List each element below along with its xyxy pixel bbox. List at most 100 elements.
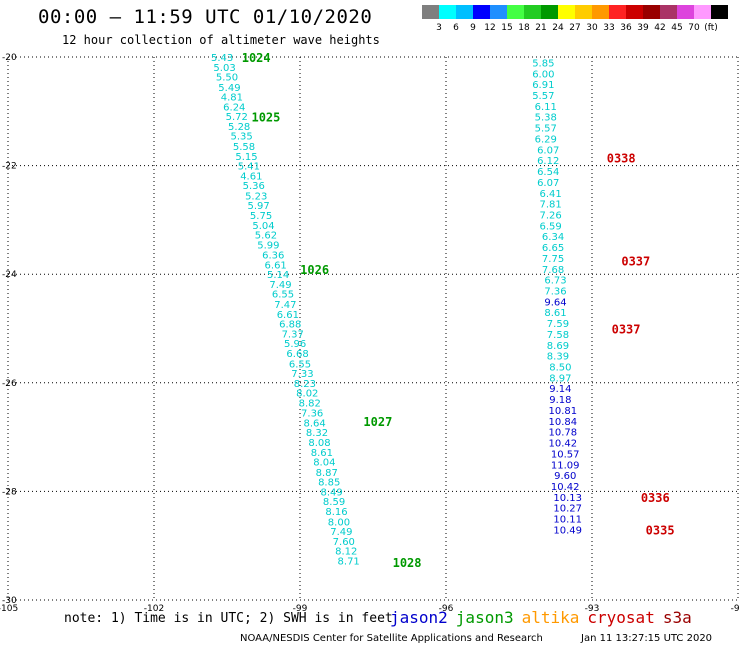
legend-s3a: s3a xyxy=(662,608,692,627)
scale-label: 21 xyxy=(535,23,547,33)
scale-swatch xyxy=(507,5,524,19)
legend-cryosat: cryosat xyxy=(587,608,655,627)
x-tick-label: -99 xyxy=(293,604,308,614)
wave-height-value: 7.59 xyxy=(547,319,569,330)
wave-height-value: 7.75 xyxy=(542,254,564,265)
scale-swatch xyxy=(524,5,541,19)
wave-height-value: 7.33 xyxy=(291,369,313,380)
x-tick-label: -105 xyxy=(0,604,18,614)
wave-height-value: 5.72 xyxy=(226,112,248,123)
scale-label: 18 xyxy=(518,23,530,33)
scale-swatch xyxy=(473,5,490,19)
wave-height-value: 6.65 xyxy=(542,243,564,254)
wave-height-value: 10.57 xyxy=(551,449,580,460)
wave-height-value: 5.03 xyxy=(213,63,235,74)
wave-height-value: 8.85 xyxy=(318,478,340,489)
scale-label: 36 xyxy=(620,23,632,33)
pass-time-label: 0335 xyxy=(646,523,675,537)
wave-height-value: 6.00 xyxy=(532,69,554,80)
footer-generated: Jan 11 13:27:15 UTC 2020 xyxy=(581,633,713,644)
wave-height-value: 5.62 xyxy=(255,231,277,242)
pass-time-label: 1027 xyxy=(363,415,392,429)
wave-height-value: 10.78 xyxy=(548,428,577,439)
wave-height-value: 10.84 xyxy=(548,417,577,428)
wave-height-value: 7.47 xyxy=(274,300,296,311)
wave-height-value: 10.81 xyxy=(548,406,577,417)
wave-height-value: 5.38 xyxy=(535,113,557,124)
wave-height-value: 5.43 xyxy=(211,53,233,64)
scale-swatch xyxy=(643,5,660,19)
scale-swatch xyxy=(575,5,592,19)
wave-height-value: 8.50 xyxy=(549,363,571,374)
wave-height-value: 8.82 xyxy=(299,398,321,409)
wave-height-value: 10.49 xyxy=(553,525,582,536)
page-title: 00:00 – 11:59 UTC 01/10/2020 xyxy=(38,6,373,28)
wave-height-value: 6.36 xyxy=(262,251,284,262)
wave-height-value: 6.59 xyxy=(540,221,562,232)
wave-height-value: 8.69 xyxy=(547,341,569,352)
wave-height-value: 7.49 xyxy=(269,280,291,291)
wave-height-value: 6.11 xyxy=(535,102,557,113)
wave-height-value: 9.18 xyxy=(549,395,571,406)
scale-label: 3 xyxy=(436,23,442,33)
legend-altika: altika xyxy=(521,608,580,627)
x-tick-label: -93 xyxy=(585,604,600,614)
wave-height-value: 6.07 xyxy=(537,145,559,156)
satellite-legend: jason2 jason3 altika cryosat s3a xyxy=(390,608,700,627)
x-tick-label: -90 xyxy=(731,604,740,614)
wave-height-value: 6.55 xyxy=(272,290,294,301)
wave-height-value: 8.12 xyxy=(335,547,357,558)
x-tick-label: -96 xyxy=(439,604,454,614)
wave-height-value: 8.32 xyxy=(306,428,328,439)
page-subtitle: 12 hour collection of altimeter wave hei… xyxy=(62,33,380,47)
wave-height-value: 5.96 xyxy=(284,339,306,350)
pass-time-label: 1028 xyxy=(393,556,422,570)
pass-time-label: 1024 xyxy=(242,51,271,65)
pass-time-label: 0336 xyxy=(641,491,670,505)
scale-label: 6 xyxy=(453,23,459,33)
wave-height-value: 6.34 xyxy=(542,232,564,243)
scale-label: 15 xyxy=(501,23,513,33)
y-tick-label: -30 xyxy=(2,596,17,606)
wave-height-value: 11.09 xyxy=(551,460,580,471)
pass-time-label: 1026 xyxy=(300,263,329,277)
wave-height-value: 6.73 xyxy=(544,276,566,287)
scale-label: (ft) xyxy=(704,23,718,33)
wave-height-value: 5.35 xyxy=(230,132,252,143)
scale-swatch xyxy=(592,5,609,19)
wave-height-value: 4.81 xyxy=(221,93,243,104)
pass-time-label: 0337 xyxy=(612,323,641,337)
legend-jason2: jason2 xyxy=(390,608,448,627)
scale-label: 45 xyxy=(671,23,683,33)
wave-height-value: 7.37 xyxy=(282,329,304,340)
wave-height-value: 8.39 xyxy=(547,352,569,363)
wave-height-value: 6.54 xyxy=(537,167,559,178)
wave-height-value: 5.97 xyxy=(248,201,270,212)
wave-height-value: 8.97 xyxy=(549,373,571,384)
scale-label: 42 xyxy=(654,23,666,33)
wave-height-value: 5.85 xyxy=(532,58,554,69)
scale-swatch xyxy=(422,5,439,19)
wave-height-value: 7.26 xyxy=(540,210,562,221)
wave-height-value: 8.16 xyxy=(325,507,347,518)
wave-height-value: 10.42 xyxy=(551,482,580,493)
wave-height-value: 6.07 xyxy=(537,178,559,189)
x-tick-label: -102 xyxy=(144,604,164,614)
wave-height-value: 5.36 xyxy=(243,181,265,192)
wave-height-value: 10.11 xyxy=(553,515,582,526)
pass-time-label: 0337 xyxy=(621,255,650,269)
wave-height-value: 8.00 xyxy=(328,517,350,528)
scale-swatch xyxy=(677,5,694,19)
legend-jason3: jason3 xyxy=(455,608,514,627)
wave-height-value: 8.61 xyxy=(544,308,566,319)
wave-height-value: 5.04 xyxy=(252,221,274,232)
scale-label: 33 xyxy=(603,23,615,33)
wave-height-value: 7.49 xyxy=(330,527,352,538)
wave-height-value: 8.02 xyxy=(296,389,318,400)
scale-label: 39 xyxy=(637,23,649,33)
wave-height-value: 9.60 xyxy=(554,471,576,482)
wave-height-value: 9.14 xyxy=(549,384,571,395)
wave-height-value: 5.41 xyxy=(238,162,260,173)
scale-label: 9 xyxy=(470,23,476,33)
